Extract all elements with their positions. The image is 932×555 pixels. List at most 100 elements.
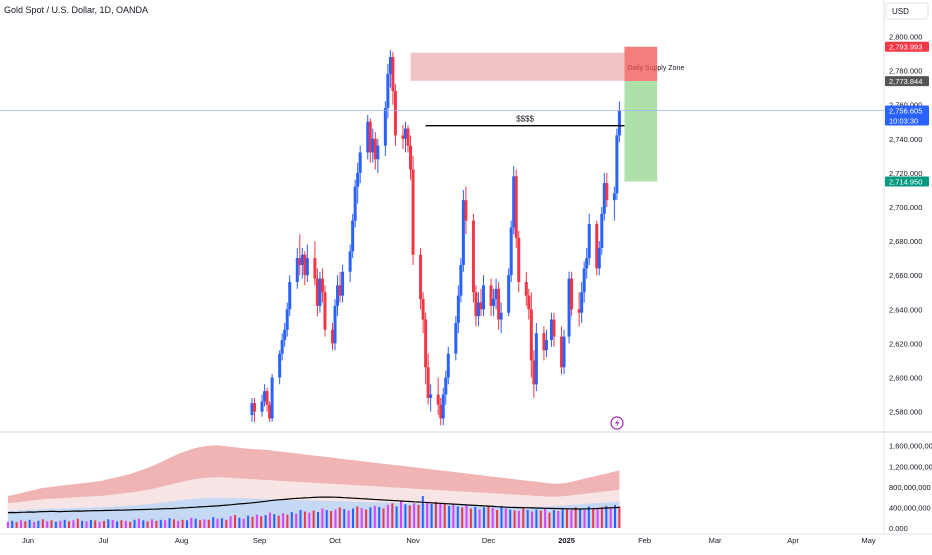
candle-body xyxy=(567,278,571,337)
volume-bar xyxy=(234,515,236,528)
volume-tick-label: 0.000 xyxy=(889,524,908,533)
volume-bar xyxy=(592,507,595,528)
candle-up xyxy=(612,186,616,221)
volume-bar xyxy=(260,516,263,528)
volume-bar xyxy=(85,521,88,528)
candle-body xyxy=(295,258,299,283)
candle-down xyxy=(313,241,317,286)
volume-bar xyxy=(277,515,280,528)
volume-bar xyxy=(605,505,608,528)
candle-up xyxy=(341,264,345,303)
candle-down xyxy=(517,230,521,293)
volume-bar xyxy=(487,506,490,528)
volume-bar xyxy=(129,521,132,528)
candle-down xyxy=(542,326,546,361)
currency-button-frame[interactable] xyxy=(885,2,929,20)
volume-axis[interactable]: 1,600,000,000 1,200,000,000 800,000,000 400… xyxy=(889,442,932,533)
candle-body xyxy=(376,145,380,160)
price-axis[interactable]: 2,800.000 2,780.000 2,760.000 2,740.000 2,72… xyxy=(885,33,929,417)
candle-body xyxy=(263,391,267,402)
volume-bar xyxy=(312,510,315,528)
volume-bar xyxy=(360,507,363,528)
volume-bar xyxy=(456,506,459,528)
volume-bar xyxy=(587,506,590,528)
candle-up xyxy=(597,241,601,276)
candle-down xyxy=(401,125,405,150)
candle-body xyxy=(285,309,289,330)
candle-down xyxy=(560,326,564,375)
volume-bar xyxy=(448,505,451,528)
candle-body xyxy=(298,258,302,265)
candle-body xyxy=(534,333,538,385)
candle-up xyxy=(567,271,571,344)
candle-down xyxy=(570,271,574,317)
candle-up xyxy=(386,63,390,119)
volume-tick-label: 800,000,000 xyxy=(889,483,931,492)
volume-bar xyxy=(137,518,140,528)
overlay-layer: $$$$ xyxy=(0,110,884,127)
candle-up xyxy=(456,285,460,334)
candle-body xyxy=(492,299,496,306)
price-tick-label: 2,660.000 xyxy=(889,271,922,280)
candle-up xyxy=(388,50,392,88)
time-tick-label: Nov xyxy=(406,536,420,545)
volume-bar xyxy=(247,515,250,528)
price-scale-area[interactable] xyxy=(884,0,932,550)
candle-up xyxy=(250,397,254,422)
time-axis[interactable]: Jun Jul Aug Sep Oct Nov Dec 2025 Feb Mar Apr May xyxy=(22,536,876,545)
candle-down xyxy=(426,353,430,405)
candle-down xyxy=(268,401,272,422)
currency-label[interactable]: USD xyxy=(892,7,909,16)
volume-bar xyxy=(596,509,599,528)
candle-up xyxy=(512,166,516,235)
candle-down xyxy=(331,322,335,351)
candle-body xyxy=(439,404,443,419)
volume-bar xyxy=(566,509,568,528)
volume-bar xyxy=(76,518,79,528)
candle-body xyxy=(373,138,377,160)
candle-up xyxy=(295,247,299,289)
candle-body xyxy=(411,169,415,255)
candle-body xyxy=(605,183,609,201)
volume-bar xyxy=(207,519,210,528)
volume-bar xyxy=(159,519,162,528)
price-tick-label: 2,640.000 xyxy=(889,305,922,314)
candle-body xyxy=(600,213,604,248)
candle-body xyxy=(315,278,319,306)
candle-up xyxy=(587,213,591,265)
candle-body xyxy=(544,339,548,351)
candle-body xyxy=(597,247,601,269)
candle-body xyxy=(323,292,327,330)
candle-down xyxy=(464,186,468,235)
volume-bar xyxy=(50,520,53,528)
volume-bar xyxy=(229,516,232,528)
volume-bar xyxy=(81,520,84,528)
volume-bar xyxy=(561,509,564,528)
volume-bar xyxy=(544,508,547,528)
volume-bar xyxy=(369,507,372,528)
candle-up xyxy=(283,322,287,347)
candle-body xyxy=(497,288,501,320)
candle-body xyxy=(403,128,407,139)
candle-down xyxy=(368,118,372,163)
lightning-icon[interactable] xyxy=(610,416,624,430)
volume-bar xyxy=(509,509,512,528)
volume-bar xyxy=(478,509,481,528)
volume-bar xyxy=(20,520,22,528)
volume-bar xyxy=(89,519,92,528)
risk-zone xyxy=(624,46,658,82)
candle-up xyxy=(371,128,375,163)
volume-bar xyxy=(352,508,354,528)
volume-bar xyxy=(46,521,49,528)
candle-body xyxy=(512,176,516,228)
price-tick-label: 2,760.000 xyxy=(889,101,922,110)
volume-bar xyxy=(483,507,485,528)
volume-bar xyxy=(531,511,533,528)
volume-bar xyxy=(203,519,206,528)
candle-body xyxy=(303,254,307,276)
volume-bar xyxy=(539,510,542,528)
candle-up xyxy=(358,145,362,184)
